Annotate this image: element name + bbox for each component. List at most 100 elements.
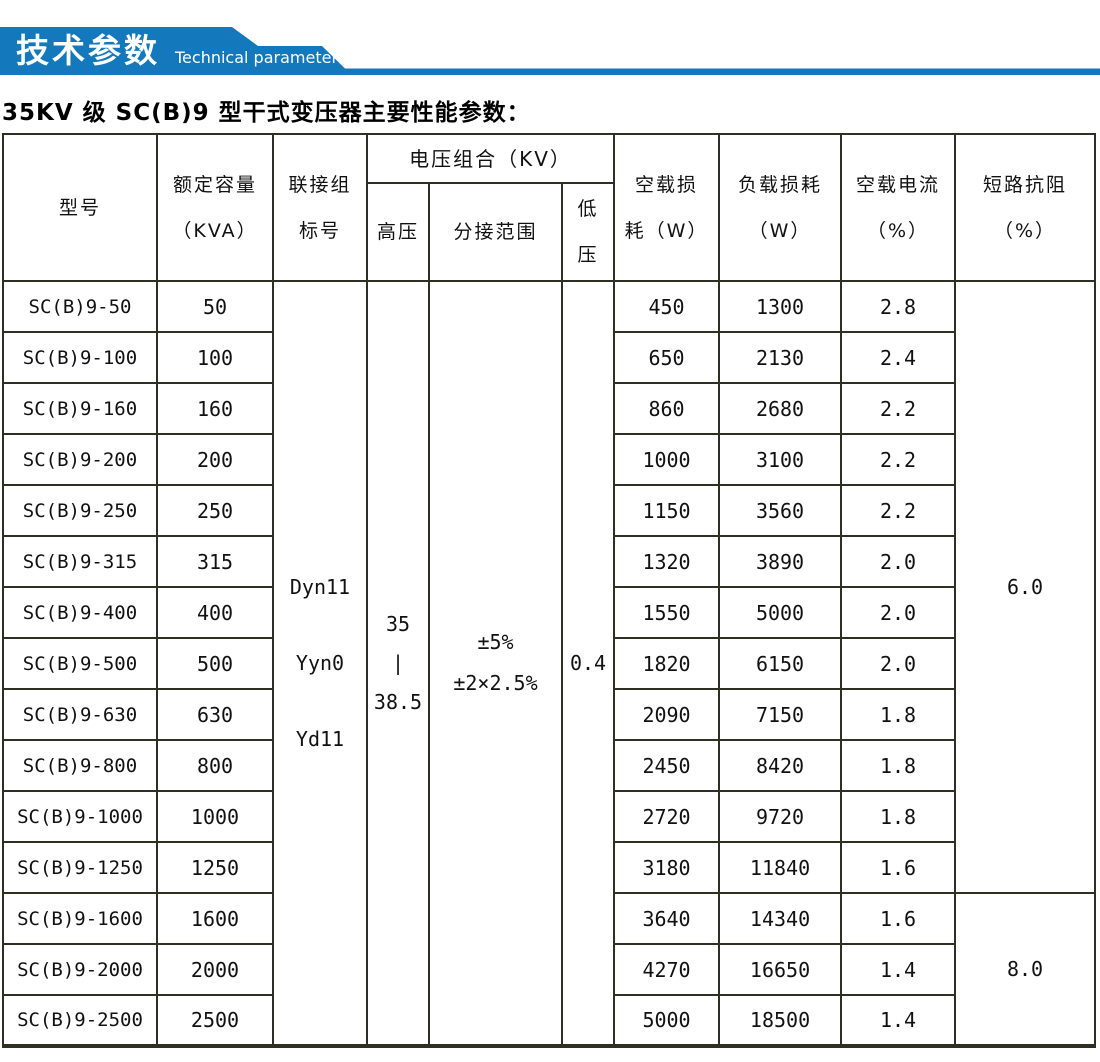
load-loss-cell: 18500 — [718, 994, 843, 1047]
no-load-loss-cell: 5000 — [613, 994, 721, 1047]
table-row: SC(B)9-400 400 1550 5000 2.0 — [2, 586, 1095, 639]
table-row: SC(B)9-315 315 1320 3890 2.0 — [2, 535, 1095, 588]
table-row: SC(B)9-1250 1250 3180 11840 1.6 — [2, 841, 1095, 894]
load-loss-cell: 3560 — [718, 484, 843, 537]
no-load-current-cell: 1.4 — [840, 994, 957, 1047]
tap-range-cell: ±5% ±2×2.5% — [428, 280, 563, 1047]
kva-cell: 400 — [156, 586, 274, 639]
no-load-current-cell: 2.0 — [840, 535, 957, 588]
header-voltage-combo: 电压组合（KV） — [365, 133, 616, 184]
header-no-load-loss: 空载损 耗（W） — [613, 133, 721, 282]
load-loss-cell: 2680 — [718, 382, 843, 435]
no-load-current-cell: 2.4 — [840, 331, 957, 384]
table-row: SC(B)9-1600 1600 3640 14340 1.6 8.0 — [2, 892, 1097, 1047]
header-hv: 高压 — [366, 182, 430, 282]
kva-cell: 2000 — [156, 943, 274, 996]
table-row: SC(B)9-800 800 2450 8420 1.8 — [2, 739, 1095, 792]
banner-subtitle: Technical parameter — [175, 48, 339, 67]
kva-cell: 1600 — [156, 892, 274, 945]
model-cell: SC(B)9-250 — [2, 484, 158, 537]
table-row: SC(B)9-2500 2500 5000 18500 1.4 — [2, 994, 1095, 1047]
no-load-current-cell: 1.6 — [840, 841, 957, 894]
no-load-current-cell: 2.0 — [840, 586, 957, 639]
table-row: SC(B)9-50 50 Dyn11 Yyn0 Yd11 35 | 38.5 ±… — [2, 280, 1097, 1047]
model-cell: SC(B)9-200 — [2, 433, 158, 486]
connection-group-cell: Dyn11 Yyn0 Yd11 — [272, 280, 368, 1047]
header-capacity: 额定容量 （KVA） — [156, 133, 274, 282]
no-load-loss-cell: 3640 — [613, 892, 721, 945]
no-load-current-cell: 2.0 — [840, 637, 957, 690]
model-cell: SC(B)9-1600 — [2, 892, 158, 945]
no-load-loss-cell: 650 — [613, 331, 721, 384]
table-row: SC(B)9-100 100 650 2130 2.4 — [2, 331, 1095, 384]
table-row: SC(B)9-160 160 860 2680 2.2 — [2, 382, 1095, 435]
no-load-current-cell: 1.8 — [840, 790, 957, 843]
no-load-loss-cell: 4270 — [613, 943, 721, 996]
kva-cell: 100 — [156, 331, 274, 384]
kva-cell: 200 — [156, 433, 274, 486]
load-loss-cell: 1300 — [718, 280, 843, 333]
hv-cell: 35 | 38.5 — [366, 280, 430, 1047]
load-loss-cell: 8420 — [718, 739, 843, 792]
model-cell: SC(B)9-1250 — [2, 841, 158, 894]
model-cell: SC(B)9-100 — [2, 331, 158, 384]
header-no-load-current: 空载电流 （%） — [840, 133, 957, 282]
section-title: 35KV 级 SC(B)9 型干式变压器主要性能参数： — [2, 100, 531, 126]
header-connection: 联接组 标号 — [272, 133, 368, 282]
load-loss-cell: 16650 — [718, 943, 843, 996]
no-load-loss-cell: 1000 — [613, 433, 721, 486]
table-row: SC(B)9-500 500 1820 6150 2.0 — [2, 637, 1095, 690]
no-load-loss-cell: 860 — [613, 382, 721, 435]
kva-cell: 500 — [156, 637, 274, 690]
impedance-cell-group1: 6.0 — [954, 280, 1097, 894]
no-load-loss-cell: 450 — [613, 280, 721, 333]
header-lv: 低 压 — [560, 182, 616, 282]
load-loss-cell: 11840 — [718, 841, 843, 894]
header-model: 型号 — [2, 133, 158, 282]
no-load-current-cell: 2.2 — [840, 484, 957, 537]
load-loss-cell: 3890 — [718, 535, 843, 588]
no-load-current-cell: 1.4 — [840, 943, 957, 996]
no-load-current-cell: 2.2 — [840, 433, 957, 486]
kva-cell: 160 — [156, 382, 274, 435]
no-load-loss-cell: 1150 — [613, 484, 721, 537]
no-load-loss-cell: 2450 — [613, 739, 721, 792]
model-cell: SC(B)9-1000 — [2, 790, 158, 843]
no-load-current-cell: 1.8 — [840, 688, 957, 741]
load-loss-cell: 5000 — [718, 586, 843, 639]
banner — [0, 27, 1100, 75]
banner-shape — [0, 27, 1100, 75]
no-load-current-cell: 2.2 — [840, 382, 957, 435]
kva-cell: 630 — [156, 688, 274, 741]
model-cell: SC(B)9-2500 — [2, 994, 158, 1047]
header-load-loss: 负载损耗 （W） — [718, 133, 843, 282]
header-tap-range: 分接范围 — [428, 182, 563, 282]
no-load-current-cell: 1.6 — [840, 892, 957, 945]
table-row: SC(B)9-2000 2000 4270 16650 1.4 — [2, 943, 1095, 996]
table-row: SC(B)9-1000 1000 2720 9720 1.8 — [2, 790, 1095, 843]
kva-cell: 315 — [156, 535, 274, 588]
model-cell: SC(B)9-315 — [2, 535, 158, 588]
impedance-cell-group2: 8.0 — [954, 892, 1097, 1047]
no-load-loss-cell: 1320 — [613, 535, 721, 588]
header-short-circuit-impedance: 短路抗阻 （%） — [954, 133, 1097, 282]
model-cell: SC(B)9-2000 — [2, 943, 158, 996]
load-loss-cell: 2130 — [718, 331, 843, 384]
kva-cell: 250 — [156, 484, 274, 537]
load-loss-cell: 14340 — [718, 892, 843, 945]
model-cell: SC(B)9-800 — [2, 739, 158, 792]
kva-cell: 2500 — [156, 994, 274, 1047]
header-row-2: 高压 分接范围 低 压 — [3, 182, 1095, 282]
kva-cell: 1000 — [156, 790, 274, 843]
banner-title: 技术参数 — [16, 31, 160, 70]
table-row: SC(B)9-200 200 1000 3100 2.2 — [2, 433, 1095, 486]
model-cell: SC(B)9-500 — [2, 637, 158, 690]
no-load-loss-cell: 2720 — [613, 790, 721, 843]
parameters-table: 型号 额定容量 （KVA） 联接组 标号 电压组合（KV） 空载损 耗（W） 负… — [2, 133, 1097, 1048]
kva-cell: 1250 — [156, 841, 274, 894]
load-loss-cell: 3100 — [718, 433, 843, 486]
table-row: SC(B)9-630 630 2090 7150 1.8 — [2, 688, 1095, 741]
model-cell: SC(B)9-400 — [2, 586, 158, 639]
no-load-loss-cell: 1820 — [613, 637, 721, 690]
